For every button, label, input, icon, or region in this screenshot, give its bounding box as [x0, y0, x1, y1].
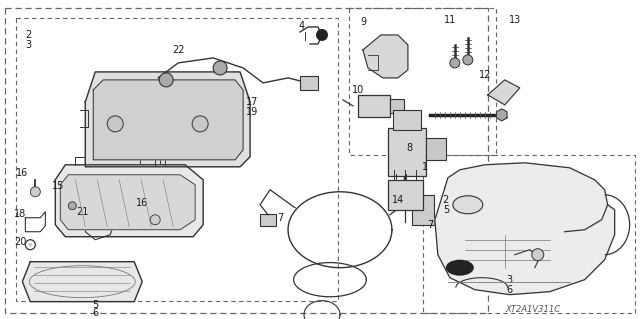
Bar: [388, 135, 413, 153]
Bar: [412, 195, 434, 225]
Text: 22: 22: [172, 45, 184, 55]
Text: 6: 6: [507, 285, 513, 295]
Text: 4: 4: [299, 21, 305, 31]
Circle shape: [463, 55, 473, 65]
Bar: [390, 99, 404, 113]
Circle shape: [150, 215, 160, 225]
Polygon shape: [85, 72, 250, 167]
Text: 1: 1: [422, 162, 428, 172]
Text: 3: 3: [26, 40, 31, 50]
Ellipse shape: [453, 196, 483, 214]
Circle shape: [532, 249, 544, 261]
Text: 6: 6: [92, 308, 99, 318]
Text: 3: 3: [507, 275, 513, 285]
Polygon shape: [22, 262, 142, 302]
Polygon shape: [435, 163, 614, 295]
Text: 12: 12: [479, 70, 491, 80]
Text: 8: 8: [407, 143, 413, 153]
Text: 5: 5: [92, 300, 99, 310]
Bar: [300, 76, 318, 90]
Text: 5: 5: [443, 205, 449, 215]
Bar: [388, 180, 423, 210]
Circle shape: [108, 116, 124, 132]
Circle shape: [213, 61, 227, 75]
Circle shape: [28, 243, 33, 247]
Text: 13: 13: [509, 15, 521, 25]
Circle shape: [192, 116, 208, 132]
Bar: [423, 155, 635, 313]
Bar: [358, 95, 390, 117]
Bar: [393, 110, 421, 130]
Text: 16: 16: [16, 168, 28, 178]
Bar: [388, 128, 426, 176]
Circle shape: [159, 73, 173, 87]
Text: 10: 10: [352, 85, 364, 95]
Circle shape: [68, 202, 76, 210]
Text: 14: 14: [392, 195, 404, 205]
Text: 20: 20: [14, 237, 26, 247]
Text: XT2A1V311C: XT2A1V311C: [505, 305, 560, 314]
Text: 11: 11: [444, 15, 456, 25]
Text: 16: 16: [136, 198, 148, 208]
Polygon shape: [363, 35, 408, 78]
Text: 7: 7: [277, 213, 283, 223]
Bar: [5, 8, 488, 313]
Text: 15: 15: [52, 181, 65, 191]
Text: 2: 2: [443, 195, 449, 205]
Text: 18: 18: [14, 209, 26, 219]
Circle shape: [30, 187, 40, 197]
Polygon shape: [497, 109, 507, 121]
Circle shape: [316, 29, 328, 41]
Ellipse shape: [446, 260, 474, 276]
Bar: [260, 214, 276, 226]
Polygon shape: [55, 165, 203, 237]
Polygon shape: [488, 80, 520, 105]
Bar: [17, 18, 338, 300]
Polygon shape: [93, 80, 243, 160]
Text: 21: 21: [76, 207, 88, 217]
Bar: [426, 138, 446, 160]
Text: 19: 19: [246, 107, 258, 117]
Text: 17: 17: [246, 97, 259, 107]
Polygon shape: [60, 175, 195, 230]
Circle shape: [450, 58, 460, 68]
Text: 7: 7: [427, 220, 433, 230]
Text: 2: 2: [25, 30, 31, 40]
Text: 9: 9: [360, 17, 366, 27]
Bar: [349, 8, 496, 155]
